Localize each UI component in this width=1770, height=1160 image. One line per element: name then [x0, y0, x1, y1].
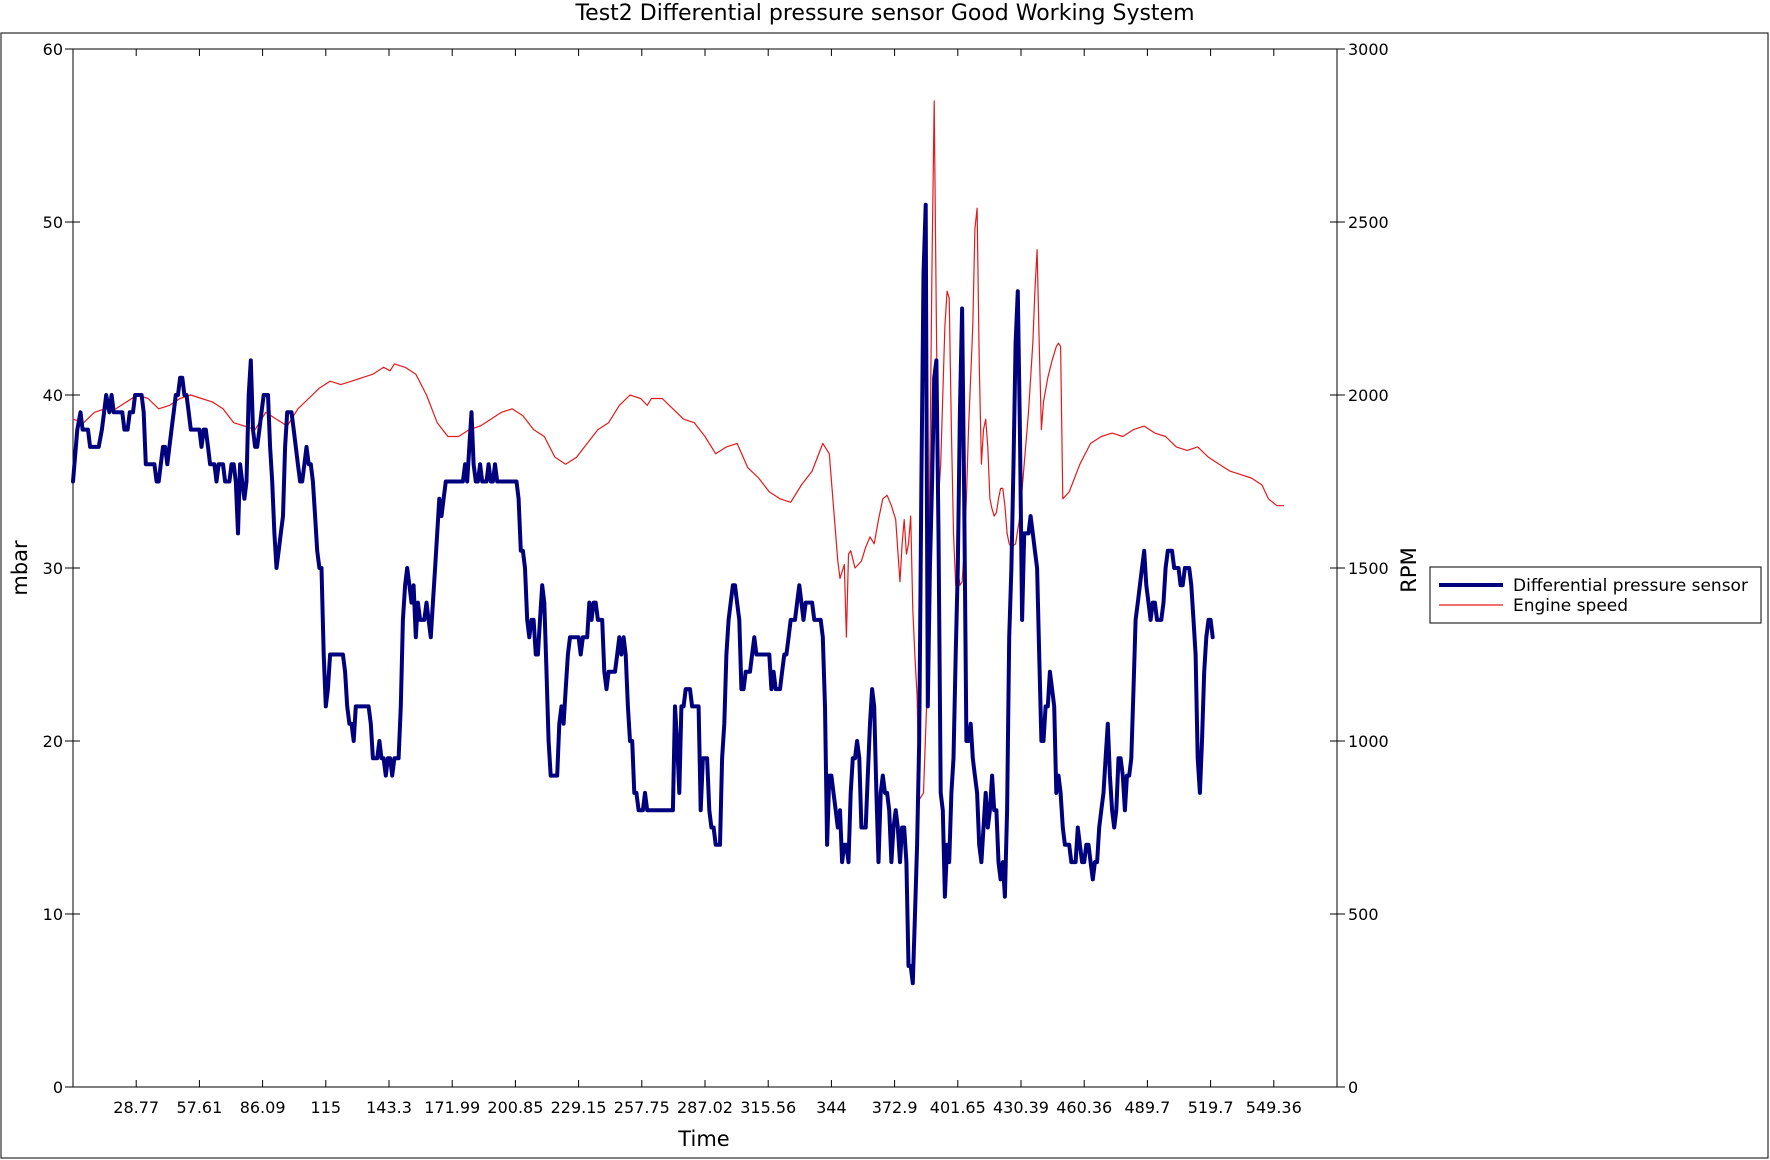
y-left-tick-label: 10: [43, 905, 63, 924]
x-tick-label: 200.85: [487, 1098, 543, 1117]
x-tick-label: 229.15: [551, 1098, 607, 1117]
x-tick-label: 315.56: [740, 1098, 796, 1117]
x-tick-label: 401.65: [930, 1098, 986, 1117]
x-tick-label: 430.39: [993, 1098, 1049, 1117]
x-tick-label: 489.7: [1124, 1098, 1170, 1117]
x-tick-label: 143.3: [366, 1098, 412, 1117]
y-left-tick-label: 0: [53, 1078, 63, 1097]
y-axis-left: 0 10 20 30 40 50 60: [43, 40, 80, 1097]
legend-label-differential-pressure: Differential pressure sensor: [1513, 576, 1748, 596]
x-tick-label: 57.61: [176, 1098, 222, 1117]
y-right-tick-label: 1000: [1348, 732, 1389, 751]
y-right-tick-label: 1500: [1348, 559, 1389, 578]
series-line-differential-pressure: [71, 202, 1215, 986]
y-right-tick-label: 2000: [1348, 386, 1389, 405]
x-axis-title: Time: [677, 1127, 729, 1151]
x-tick-label: 287.02: [677, 1098, 733, 1117]
legend: Differential pressure sensor Engine spee…: [1429, 566, 1762, 624]
y-left-tick-label: 40: [43, 386, 63, 405]
y-left-tick-label: 30: [43, 559, 63, 578]
y-axis-right: 0 500 1000 1500 2000 2500 3000: [1330, 40, 1389, 1097]
y-right-tick-label: 3000: [1348, 40, 1389, 59]
y-right-tick-label: 0: [1348, 1078, 1358, 1097]
y-left-tick-label: 60: [43, 40, 63, 59]
x-tick-label: 519.7: [1188, 1098, 1234, 1117]
x-tick-label: 344: [816, 1098, 847, 1117]
legend-box: [1429, 566, 1762, 624]
x-tick-label: 28.77: [113, 1098, 159, 1117]
y-left-tick-label: 20: [43, 732, 63, 751]
x-tick-label: 86.09: [240, 1098, 286, 1117]
y-right-tick-label: 500: [1348, 905, 1379, 924]
x-tick-label: 372.9: [872, 1098, 918, 1117]
series-line-engine-speed: [72, 100, 1284, 801]
chart-title: Test2 Differential pressure sensor Good …: [574, 1, 1194, 26]
x-tick-label: 115: [311, 1098, 342, 1117]
y-axis-right-title: RPM: [1397, 547, 1421, 592]
x-tick-label: 460.36: [1056, 1098, 1112, 1117]
x-axis: 28.77 57.61 86.09 115 143.3 171.99 200.85 229.1…: [113, 49, 1302, 1117]
x-tick-label: 171.99: [424, 1098, 480, 1117]
legend-label-engine-speed: Engine speed: [1513, 596, 1628, 616]
y-axis-left-title: mbar: [8, 540, 32, 596]
series-layer: [71, 100, 1284, 986]
y-right-tick-label: 2500: [1348, 213, 1389, 232]
x-tick-label: 257.75: [614, 1098, 670, 1117]
x-tick-label: 549.36: [1246, 1098, 1302, 1117]
y-left-tick-label: 50: [43, 213, 63, 232]
